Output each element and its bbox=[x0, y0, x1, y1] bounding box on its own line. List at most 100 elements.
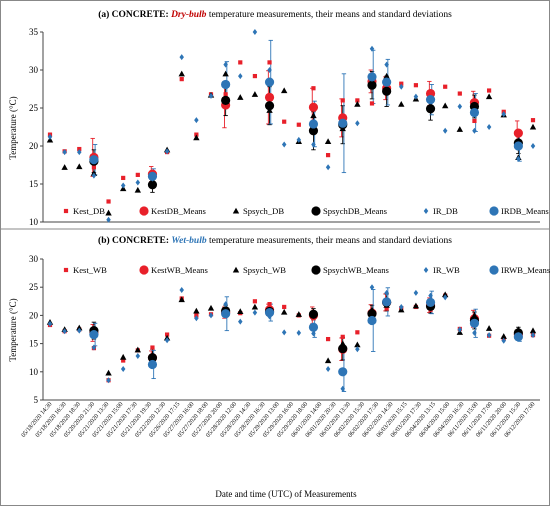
legend-marker bbox=[232, 266, 240, 273]
data-point bbox=[501, 111, 506, 118]
data-point bbox=[441, 102, 449, 109]
data-point bbox=[399, 303, 404, 310]
data-point bbox=[308, 126, 319, 136]
data-point bbox=[252, 309, 258, 316]
data-point bbox=[106, 216, 111, 223]
data-point bbox=[413, 289, 419, 296]
legend-item: IR_WB bbox=[423, 265, 460, 275]
legend-label: IR_DB bbox=[433, 206, 458, 216]
data-point bbox=[340, 385, 345, 392]
data-point bbox=[367, 72, 377, 82]
data-point bbox=[311, 141, 316, 148]
legend-marker bbox=[423, 267, 429, 273]
data-point bbox=[222, 70, 229, 77]
data-point bbox=[428, 292, 433, 299]
legend-marker bbox=[311, 206, 321, 216]
data-point bbox=[382, 86, 392, 96]
data-point bbox=[324, 138, 332, 144]
data-point bbox=[105, 209, 112, 216]
data-point bbox=[91, 165, 97, 170]
data-point bbox=[147, 171, 158, 181]
data-point bbox=[355, 346, 360, 353]
data-point bbox=[295, 311, 303, 317]
data-point bbox=[134, 186, 142, 193]
panel-a-title-suffix: temperature measurements, their means an… bbox=[206, 10, 452, 20]
data-point bbox=[340, 98, 345, 103]
data-point bbox=[338, 118, 348, 128]
panel-b-title: (b) CONCRETE: Wet-bulb temperature measu… bbox=[98, 235, 452, 246]
data-point bbox=[252, 73, 258, 79]
data-point bbox=[513, 141, 523, 151]
data-point bbox=[77, 327, 82, 334]
data-point bbox=[194, 117, 199, 124]
data-point bbox=[221, 309, 231, 319]
data-point bbox=[443, 84, 448, 89]
legend-item: KestWB_Means bbox=[139, 265, 208, 275]
data-point bbox=[150, 345, 155, 350]
data-point bbox=[413, 83, 419, 88]
legend-label: KestDB_Means bbox=[151, 206, 207, 216]
data-point bbox=[399, 81, 404, 86]
y-tick-label: 30 bbox=[29, 254, 39, 264]
data-point bbox=[325, 153, 331, 158]
data-point bbox=[354, 341, 361, 348]
data-point bbox=[325, 164, 331, 171]
data-point bbox=[193, 307, 200, 314]
data-point bbox=[338, 367, 348, 377]
data-point bbox=[267, 67, 272, 73]
data-point bbox=[456, 126, 464, 132]
legend-marker bbox=[423, 208, 429, 214]
panel-b-title-prefix: (b) CONCRETE: bbox=[98, 235, 171, 246]
data-point bbox=[89, 329, 99, 340]
data-point bbox=[178, 296, 185, 303]
y-tick-label: 20 bbox=[29, 141, 39, 151]
data-point bbox=[282, 304, 287, 310]
data-point bbox=[425, 104, 436, 114]
data-point bbox=[47, 320, 53, 327]
data-point bbox=[369, 284, 375, 291]
data-point bbox=[178, 70, 185, 77]
data-point bbox=[207, 304, 215, 311]
legend-item: KestDB_Means bbox=[139, 206, 207, 216]
data-point bbox=[354, 101, 361, 107]
data-point bbox=[77, 146, 82, 152]
legend-marker bbox=[139, 265, 149, 275]
data-point bbox=[425, 95, 436, 105]
data-point bbox=[457, 103, 463, 110]
data-point bbox=[47, 133, 53, 140]
legend-label: IR_WB bbox=[433, 265, 460, 275]
data-point bbox=[251, 91, 259, 97]
legend-marker bbox=[63, 208, 69, 214]
data-point bbox=[106, 377, 111, 384]
legend-label: IRWB_Means bbox=[501, 265, 550, 275]
y-tick-label: 10 bbox=[29, 217, 39, 227]
data-point bbox=[384, 61, 389, 68]
data-point bbox=[296, 122, 301, 127]
legend-marker bbox=[63, 267, 69, 273]
data-point bbox=[486, 88, 492, 93]
data-point bbox=[89, 155, 99, 165]
data-point bbox=[208, 312, 214, 319]
data-point bbox=[529, 327, 537, 334]
legend-label: Kest_DB bbox=[73, 206, 105, 216]
data-point bbox=[238, 73, 243, 80]
data-point bbox=[355, 120, 360, 127]
panel-b-plot: 5 10 15 20 25 30 bbox=[29, 254, 540, 405]
data-point bbox=[529, 123, 537, 130]
legend-marker bbox=[489, 206, 499, 216]
panel-a-title-prefix: (a) CONCRETE: bbox=[98, 9, 171, 20]
panel-b-ylabel: Temperature (°C) bbox=[8, 298, 18, 361]
data-point bbox=[398, 101, 405, 107]
panel-b-title-suffix: temperature measurements, their means an… bbox=[207, 236, 453, 246]
data-point bbox=[442, 127, 448, 134]
y-tick-label: 5 bbox=[34, 395, 39, 405]
data-point bbox=[413, 93, 419, 100]
data-point bbox=[238, 318, 243, 325]
data-point bbox=[513, 128, 523, 138]
data-point bbox=[264, 101, 275, 111]
y-tick-label: 25 bbox=[29, 103, 39, 113]
legend-marker bbox=[232, 207, 240, 214]
data-point bbox=[208, 92, 214, 99]
data-point bbox=[135, 172, 140, 177]
